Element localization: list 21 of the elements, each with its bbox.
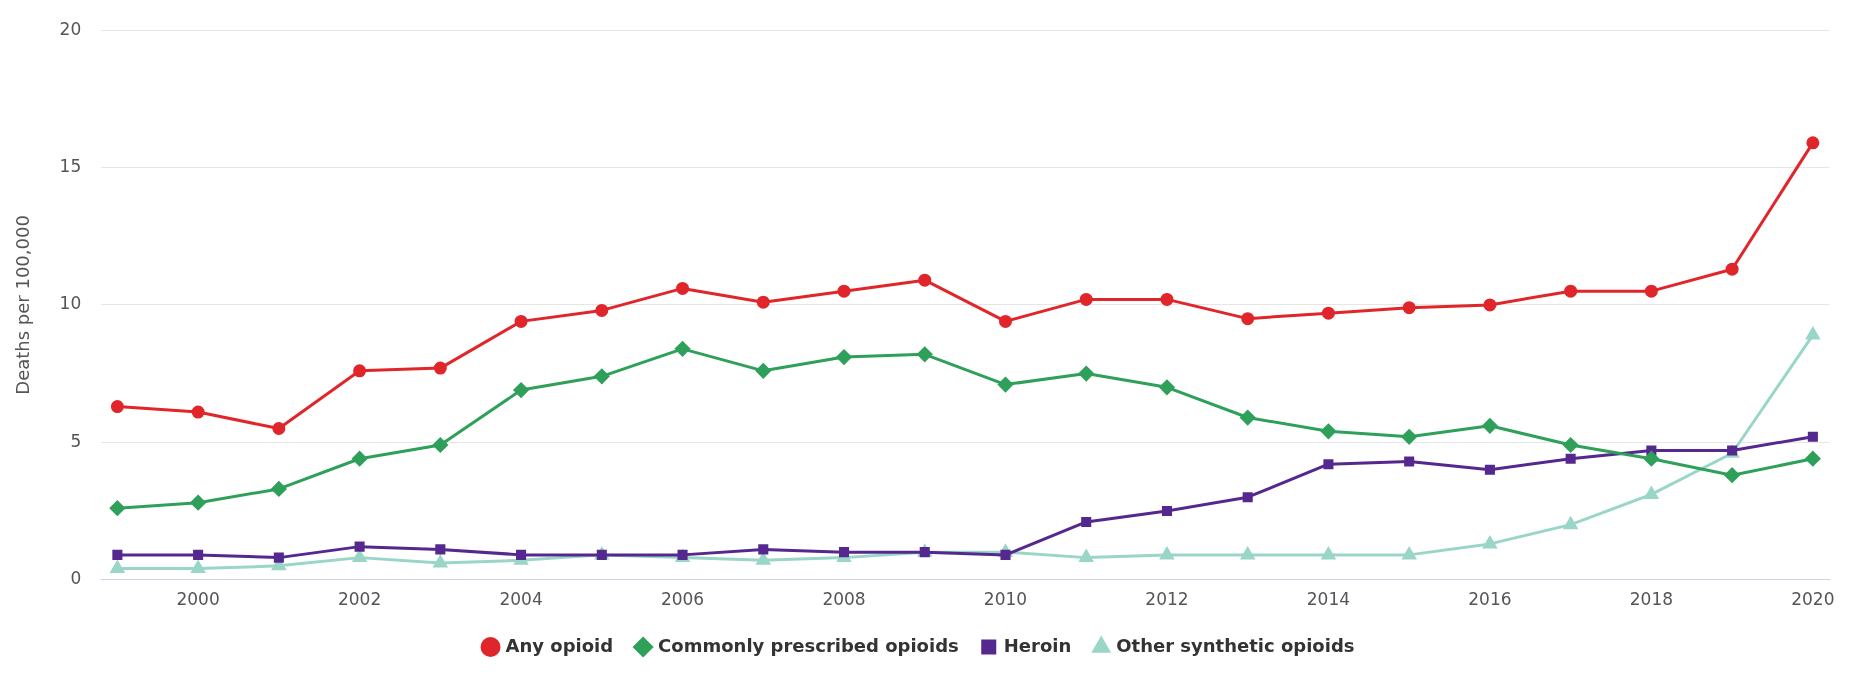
x-tick-label: 2010 (983, 589, 1028, 610)
y-axis-title: Deaths per 100,000 (12, 215, 34, 395)
x-tick-label: 2000 (176, 589, 220, 610)
legend-label: Commonly prescribed opioids (658, 634, 959, 656)
x-tick-label: 2002 (337, 589, 382, 610)
legend-label: Heroin (1003, 634, 1072, 656)
x-tick-label: 2016 (1468, 589, 1512, 610)
y-tick-label: 0 (70, 568, 82, 589)
legend-label: Any opioid (505, 634, 614, 656)
x-tick-label: 2012 (1145, 589, 1189, 610)
y-tick-label: 10 (59, 293, 82, 314)
x-tick-label: 2008 (822, 589, 866, 610)
legend-label: Other synthetic opioids (1116, 634, 1355, 656)
y-tick-label: 20 (59, 18, 82, 39)
x-tick-label: 2006 (660, 589, 705, 610)
y-tick-label: 15 (59, 155, 82, 176)
x-tick-label: 2020 (1791, 589, 1835, 610)
x-tick-label: 2014 (1306, 589, 1351, 610)
y-tick-label: 5 (70, 430, 82, 451)
x-tick-label: 2018 (1629, 589, 1674, 610)
x-tick-label: 2004 (499, 589, 543, 610)
